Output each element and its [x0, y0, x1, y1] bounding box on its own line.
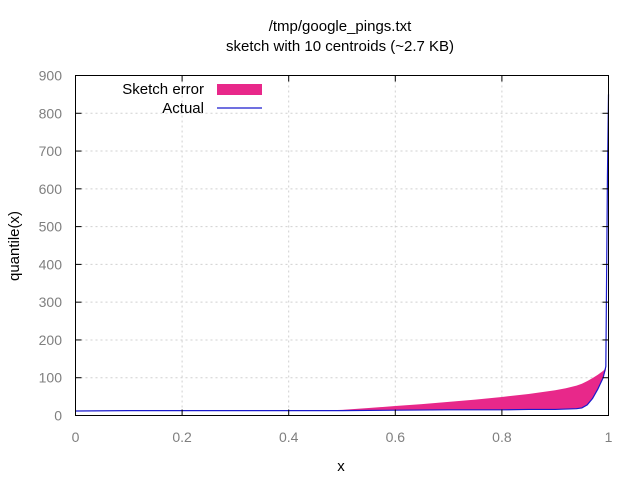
sketch-error-band — [75, 94, 609, 411]
actual-line — [75, 94, 610, 412]
y-tick-label: 900 — [39, 68, 63, 84]
y-tick-label: 300 — [39, 294, 63, 310]
y-axis-label: quantile(x) — [6, 211, 23, 281]
y-tick-label: 500 — [39, 219, 63, 235]
y-tick-label: 800 — [39, 105, 63, 121]
chart-subtitle: sketch with 10 centroids (~2.7 KB) — [226, 38, 454, 55]
x-tick-label: 0.4 — [279, 429, 299, 445]
legend-label-actual: Actual — [162, 100, 204, 117]
grid — [75, 75, 609, 416]
y-tick-label: 200 — [39, 332, 63, 348]
x-tick-label: 0.8 — [492, 429, 512, 445]
x-tick-label: 1 — [605, 429, 613, 445]
chart-title: /tmp/google_pings.txt — [269, 18, 412, 35]
legend-label-sketch-error: Sketch error — [122, 81, 204, 98]
legend-swatch-sketch-error — [217, 84, 262, 95]
legend: Sketch error Actual — [122, 81, 262, 117]
plot-border — [75, 75, 609, 416]
x-tick-label: 0.2 — [172, 429, 192, 445]
plot-series — [75, 94, 610, 412]
y-tick-label: 0 — [54, 408, 62, 424]
x-axis-label: x — [337, 458, 345, 475]
y-tick-label: 600 — [39, 181, 63, 197]
y-tick-label: 100 — [39, 370, 63, 386]
y-tick-label: 700 — [39, 143, 63, 159]
axis-ticks — [75, 75, 609, 416]
x-tick-label: 0 — [72, 429, 80, 445]
x-tick-label: 0.6 — [386, 429, 406, 445]
y-tick-label: 400 — [39, 256, 63, 272]
axis-tick-labels: 0 0.2 0.4 0.6 0.8 1 0 100 200 300 400 500 600 700 800 9… — [39, 68, 613, 446]
